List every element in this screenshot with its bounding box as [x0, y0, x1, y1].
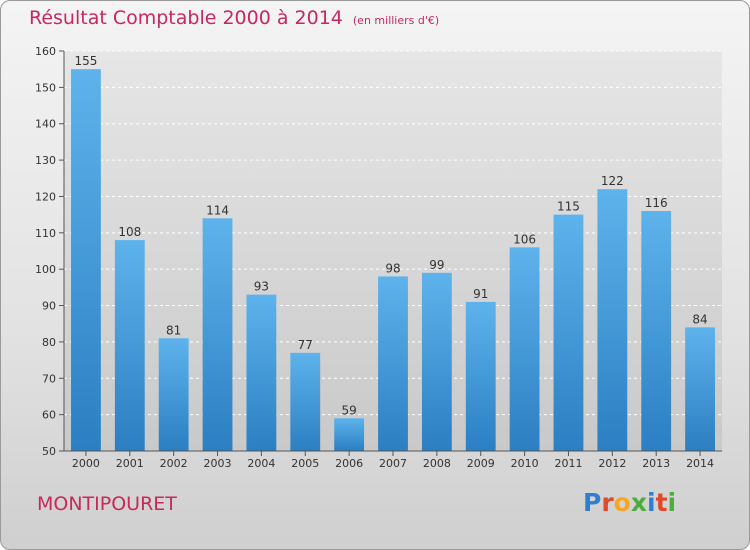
bar: [641, 211, 672, 451]
bar-value-label: 108: [118, 225, 141, 239]
x-tick-label: 2006: [335, 457, 363, 470]
y-tick-label: 110: [35, 227, 56, 240]
x-tick-label: 2004: [247, 457, 275, 470]
x-tick-label: 2001: [116, 457, 144, 470]
y-tick-label: 160: [35, 45, 56, 58]
bar-value-label: 93: [254, 280, 269, 294]
bar-value-label: 155: [74, 54, 97, 68]
x-tick-label: 2003: [204, 457, 232, 470]
bar-layer: [71, 69, 715, 451]
bar: [465, 301, 496, 451]
x-tick-label: 2009: [467, 457, 495, 470]
chart-unit-text: (en milliers d'€): [352, 14, 440, 27]
bar-value-label: 116: [645, 196, 668, 210]
bar: [378, 276, 408, 451]
y-tick-label: 100: [35, 263, 56, 276]
logo-letter: t: [655, 488, 668, 517]
bar: [685, 327, 715, 451]
label-layer: 155 108 81 114 93 77 59 98 99 91 106 115 122 116 84: [74, 54, 707, 417]
y-tick-label: 120: [35, 190, 56, 203]
x-tick-label: 2005: [291, 457, 319, 470]
bar: [114, 240, 145, 451]
x-tick-label: 2007: [379, 457, 407, 470]
chart-title: Résultat Comptable 2000 à 2014 (en millie…: [29, 7, 439, 29]
x-tick-label: 2012: [598, 457, 626, 470]
bar: [334, 418, 365, 451]
chart-title-text: Résultat Comptable 2000 à 2014: [29, 7, 343, 29]
bar: [553, 214, 584, 451]
bar: [421, 272, 452, 451]
logo-letter: i: [647, 488, 656, 517]
bar: [71, 69, 101, 451]
bar-value-label: 99: [429, 258, 444, 272]
x-tick-label: 2008: [423, 457, 451, 470]
bar-value-label: 115: [557, 200, 580, 214]
x-tick-label: 2010: [511, 457, 539, 470]
bar-value-label: 84: [692, 312, 707, 326]
bar: [246, 294, 277, 451]
bar: [597, 189, 628, 451]
bar-value-label: 81: [166, 323, 181, 337]
bar: [509, 247, 540, 451]
y-tick-label: 80: [42, 336, 56, 349]
bar-value-label: 122: [601, 174, 624, 188]
bar-value-label: 77: [298, 338, 313, 352]
y-tick-label: 70: [42, 372, 56, 385]
x-tick-label: 2011: [554, 457, 582, 470]
x-tick-label: 2014: [686, 457, 714, 470]
logo-letter: P: [583, 488, 602, 517]
x-tick-label: 2000: [72, 457, 100, 470]
commune-name: MONTIPOURET: [37, 493, 177, 515]
logo-letter: o: [613, 488, 631, 517]
bar-value-label: 106: [513, 232, 536, 246]
bar-value-label: 114: [206, 203, 229, 217]
bar-value-label: 59: [341, 403, 356, 417]
bar-value-label: 91: [473, 287, 488, 301]
y-tick-label: 60: [42, 409, 56, 422]
y-tick-label: 130: [35, 154, 56, 167]
bar: [290, 352, 321, 451]
logo-letter: i: [667, 488, 677, 517]
axis-layer: 50 60 70 80 90 100 110 120 130 140 150 160 2000 2001 2…: [35, 45, 722, 470]
logo-letter: r: [601, 488, 614, 517]
bar: [202, 218, 233, 451]
x-tick-label: 2013: [642, 457, 670, 470]
y-tick-label: 150: [35, 81, 56, 94]
proxiti-logo: Proxiti: [583, 488, 676, 517]
bar-value-label: 98: [385, 261, 400, 275]
y-tick-label: 140: [35, 118, 56, 131]
y-tick-label: 50: [42, 445, 56, 458]
bar: [158, 338, 189, 451]
y-tick-label: 90: [42, 300, 56, 313]
x-tick-label: 2002: [160, 457, 188, 470]
logo-letter: x: [630, 488, 647, 517]
